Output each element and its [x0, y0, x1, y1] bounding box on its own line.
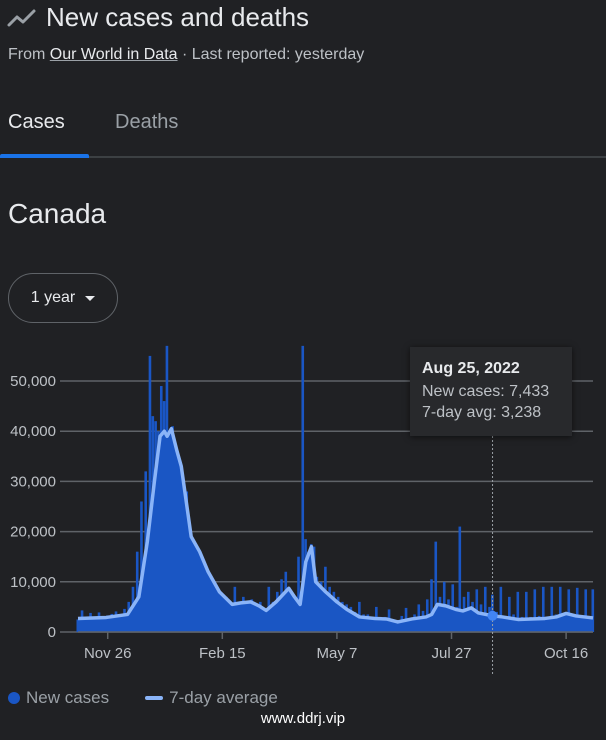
x-tick-label: Jul 27 [432, 645, 472, 662]
hover-point [487, 610, 498, 621]
new-cases-bar [533, 589, 537, 632]
chart-legend: New cases 7-day average [8, 688, 278, 708]
x-tick-label: May 7 [316, 645, 357, 662]
new-cases-bar [148, 355, 152, 632]
active-tab-indicator [0, 154, 89, 158]
tab-deaths[interactable]: Deaths [115, 111, 179, 133]
new-cases-bar [297, 556, 300, 632]
x-tick-label: Feb 15 [199, 645, 246, 662]
new-cases-bar [430, 579, 433, 632]
new-cases-bar [140, 501, 143, 632]
source-line: From Our World in Data · Last reported: … [8, 46, 364, 64]
y-tick-label: 50,000 [10, 373, 56, 390]
caret-down-icon [85, 295, 96, 301]
source-prefix: From [8, 46, 50, 63]
avg-legend-line-icon [145, 696, 164, 700]
new-cases-bar [567, 589, 571, 632]
tab-divider [0, 156, 606, 158]
chart-tooltip: Aug 25, 2022 New cases: 7,433 7-day avg:… [410, 347, 572, 436]
new-cases-bar [584, 589, 588, 632]
new-cases-bar [516, 591, 520, 632]
new-cases-bar [558, 586, 562, 632]
new-cases-bar [550, 586, 554, 632]
source-link[interactable]: Our World in Data [49, 46, 178, 63]
watermark: www.ddrj.vip [260, 710, 346, 727]
tooltip-date: Aug 25, 2022 [422, 360, 520, 377]
new-cases-bar [508, 596, 511, 632]
new-cases-bar [434, 541, 438, 632]
y-tick-label: 20,000 [10, 524, 56, 541]
new-cases-bar [458, 526, 462, 632]
new-cases-bar [525, 591, 528, 632]
time-range-dropdown[interactable]: 1 year [8, 273, 118, 323]
x-tick-label: Oct 16 [544, 645, 588, 662]
tooltip-new-cases: New cases: 7,433 [422, 383, 550, 400]
new-cases-bar [483, 586, 487, 632]
card-title: New cases and deaths [46, 2, 310, 32]
y-tick-label: 0 [48, 624, 56, 641]
cases-chart[interactable]: 0 10,000 20,000 30,000 40,000 50,000 Nov 26 Feb… [0, 340, 606, 685]
new-cases-legend-dot-icon [8, 692, 20, 704]
last-reported: · Last reported: yesterday [177, 46, 365, 63]
new-cases-bar [499, 586, 503, 632]
new-cases-bar [591, 589, 595, 632]
y-tick-label: 10,000 [10, 574, 56, 591]
tooltip-avg: 7-day avg: 3,238 [422, 404, 542, 421]
new-cases-bar [541, 586, 545, 632]
time-range-label: 1 year [30, 289, 76, 306]
new-cases-bar [575, 587, 579, 632]
x-tick-label: Nov 26 [84, 645, 132, 662]
y-tick-label: 30,000 [10, 473, 56, 490]
y-tick-label: 40,000 [10, 423, 56, 440]
legend-new-cases: New cases [26, 688, 110, 707]
region-title: Canada [8, 198, 107, 229]
new-cases-bar [301, 345, 305, 632]
new-cases-bar [76, 619, 80, 632]
legend-avg: 7-day average [169, 688, 278, 707]
new-cases-bar [135, 551, 139, 632]
new-cases-area [78, 428, 593, 632]
tab-cases[interactable]: Cases [8, 111, 65, 133]
trending-line-icon [7, 9, 36, 27]
